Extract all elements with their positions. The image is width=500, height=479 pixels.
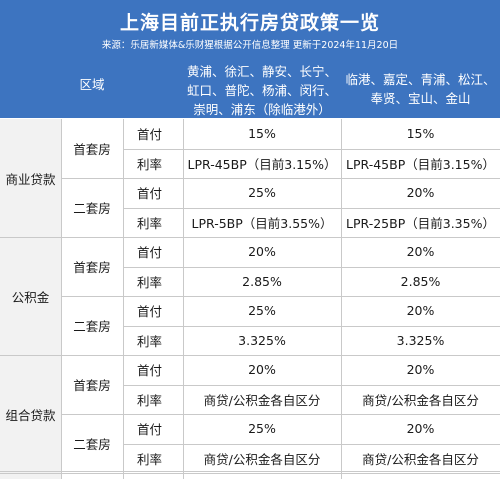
header-group-a-line-1: 黄浦、徐汇、静安、长宁、 xyxy=(186,64,337,79)
header-divider xyxy=(0,118,500,119)
grid-hline xyxy=(0,471,500,472)
metric-label: 利率 xyxy=(137,392,163,408)
metric-label: 首付 xyxy=(137,186,163,202)
metric-label: 首付 xyxy=(137,304,163,320)
grid-hline xyxy=(123,326,500,327)
grid-hline xyxy=(123,444,500,445)
grid-hline xyxy=(123,385,500,386)
loan-type-label: 组合贷款 xyxy=(5,407,56,423)
loan-type-label: 商业贷款 xyxy=(5,171,56,187)
metric-label: 首付 xyxy=(137,422,163,438)
group-a-value: 25% xyxy=(248,421,276,437)
grid-hline xyxy=(123,267,500,268)
source-note: 来源：乐居新媒体&乐财猩根据公开信息整理 更新于2024年11月20日 xyxy=(101,40,399,51)
grid-vline xyxy=(123,119,124,479)
metric-label: 利率 xyxy=(137,215,163,231)
property-tier-label: 首套房 xyxy=(73,378,111,393)
property-tier-label: 首套房 xyxy=(73,142,111,157)
group-a-value: 20% xyxy=(248,362,276,378)
metric-label: 首付 xyxy=(137,127,163,143)
grid-vline xyxy=(183,119,184,479)
grid-hline xyxy=(123,149,500,150)
group-b-value: 3.325% xyxy=(396,332,445,348)
loan-type-label: 公积金 xyxy=(11,289,50,305)
header-group-b-line-1: 临港、嘉定、青浦、松江、 xyxy=(345,72,496,87)
group-a-value: 20% xyxy=(248,244,276,260)
group-b-value: 20% xyxy=(406,244,435,260)
group-b-value: 20% xyxy=(406,185,435,201)
metric-label: 利率 xyxy=(137,156,163,172)
header-group-a-line-3: 崇明、浦东（除临港外） xyxy=(193,102,331,117)
region-column-bg xyxy=(0,119,61,479)
header-region-label: 区域 xyxy=(79,77,105,92)
group-b-value: 商贷/公积金各自区分 xyxy=(362,392,479,408)
group-a-value: 25% xyxy=(248,185,276,201)
grid-hline xyxy=(61,414,500,415)
group-b-value: 2.85% xyxy=(400,273,441,289)
group-a-value: 15% xyxy=(248,126,276,142)
property-tier-label: 首套房 xyxy=(73,260,111,275)
grid-hline xyxy=(123,208,500,209)
metric-label: 利率 xyxy=(137,333,163,349)
page-title: 上海目前正执行房贷政策一览 xyxy=(119,12,380,34)
title-banner: 上海目前正执行房贷政策一览 来源：乐居新媒体&乐财猩根据公开信息整理 更新于20… xyxy=(0,0,500,57)
grid-vline xyxy=(341,119,342,479)
group-b-value: 20% xyxy=(406,362,435,378)
metric-label: 首付 xyxy=(137,245,163,261)
group-a-value: 25% xyxy=(248,303,276,319)
group-a-value: 商贷/公积金各自区分 xyxy=(203,392,321,408)
group-a-value: 2.85% xyxy=(242,273,282,289)
grid-hline xyxy=(61,178,500,179)
metric-label: 首付 xyxy=(137,363,163,379)
grid-hline xyxy=(61,296,500,297)
group-b-value: 15% xyxy=(406,126,435,142)
group-b-value: LPR-45BP（目前3.15%） xyxy=(346,156,495,172)
column-header xyxy=(0,57,500,119)
group-b-value: 20% xyxy=(406,303,435,319)
property-tier-label: 二套房 xyxy=(73,437,111,452)
metric-label: 利率 xyxy=(137,451,163,467)
group-b-value: 20% xyxy=(406,421,435,437)
grid-hline xyxy=(0,473,500,474)
header-district-group-b: 临港、嘉定、青浦、松江、 奉贤、宝山、金山 xyxy=(341,70,500,108)
header-group-b-line-2: 奉贤、宝山、金山 xyxy=(370,91,471,106)
property-tier-label: 二套房 xyxy=(73,201,111,216)
group-b-value: LPR-25BP（目前3.35%） xyxy=(346,215,495,231)
property-tier-label: 二套房 xyxy=(73,319,111,334)
grid-vline xyxy=(61,119,62,479)
group-b-value: 商贷/公积金各自区分 xyxy=(362,451,479,467)
group-a-value: 3.325% xyxy=(238,332,286,348)
header-district-group-a: 黄浦、徐汇、静安、长宁、 虹口、普陀、杨浦、闵行、 崇明、浦东（除临港外） xyxy=(183,62,341,119)
group-a-value: LPR-45BP（目前3.15%） xyxy=(187,156,337,172)
grid-hline xyxy=(0,355,500,356)
metric-label: 利率 xyxy=(137,274,163,290)
header-group-a-line-2: 虹口、普陀、杨浦、闵行、 xyxy=(186,83,337,98)
group-a-value: 商贷/公积金各自区分 xyxy=(203,451,321,467)
group-a-value: LPR-5BP（目前3.55%） xyxy=(191,215,333,231)
grid-hline xyxy=(0,237,500,238)
